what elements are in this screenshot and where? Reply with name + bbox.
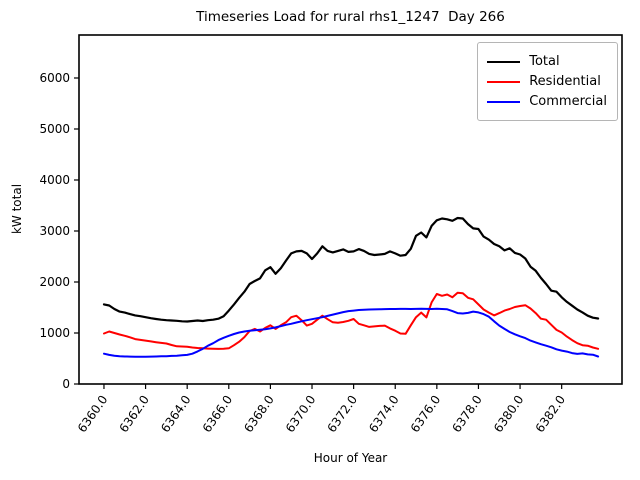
x-tick-label: 6370.0: [283, 393, 319, 435]
series-line-residential: [103, 291, 600, 350]
legend-line-icon: [487, 100, 521, 103]
chart-title: Timeseries Load for rural rhs1_1247 Day …: [196, 9, 505, 25]
plot-border: [78, 34, 623, 385]
x-tick-label: 6380.0: [491, 393, 527, 435]
x-tick-label: 6374.0: [366, 393, 402, 435]
legend: Total Residential Commercial: [477, 42, 618, 121]
y-tick-label: 3000: [39, 224, 70, 238]
legend-entry-commercial: Commercial: [487, 93, 607, 110]
legend-entry-total: Total: [487, 53, 607, 70]
y-tick-label: 6000: [39, 71, 70, 85]
x-tick-label: 6364.0: [158, 393, 194, 435]
x-tick-label: 6376.0: [408, 393, 444, 435]
y-tick-label: 1000: [39, 326, 70, 340]
legend-label: Total: [529, 54, 560, 69]
y-tick-label: 2000: [39, 275, 70, 289]
x-tick-label: 6378.0: [449, 393, 485, 435]
y-tick-label: 4000: [39, 173, 70, 187]
y-axis-label: kW total: [10, 183, 24, 235]
x-tick-label: 6360.0: [75, 393, 111, 435]
y-tick-label: 5000: [39, 122, 70, 136]
legend-entry-residential: Residential: [487, 73, 607, 90]
x-tick-label: 6382.0: [533, 393, 569, 435]
x-tick-label: 6368.0: [241, 393, 277, 435]
x-axis-label: Hour of Year: [313, 451, 388, 465]
y-tick-label: 0: [62, 377, 70, 391]
legend-line-icon: [487, 80, 521, 83]
legend-label: Commercial: [529, 94, 607, 109]
x-tick-label: 6372.0: [325, 393, 361, 435]
legend-line-icon: [487, 60, 521, 63]
series-line-total: [102, 216, 600, 323]
series-line-commercial: [103, 307, 600, 358]
x-tick-label: 6366.0: [200, 393, 236, 435]
x-tick-label: 6362.0: [116, 393, 152, 435]
legend-label: Residential: [529, 74, 601, 89]
